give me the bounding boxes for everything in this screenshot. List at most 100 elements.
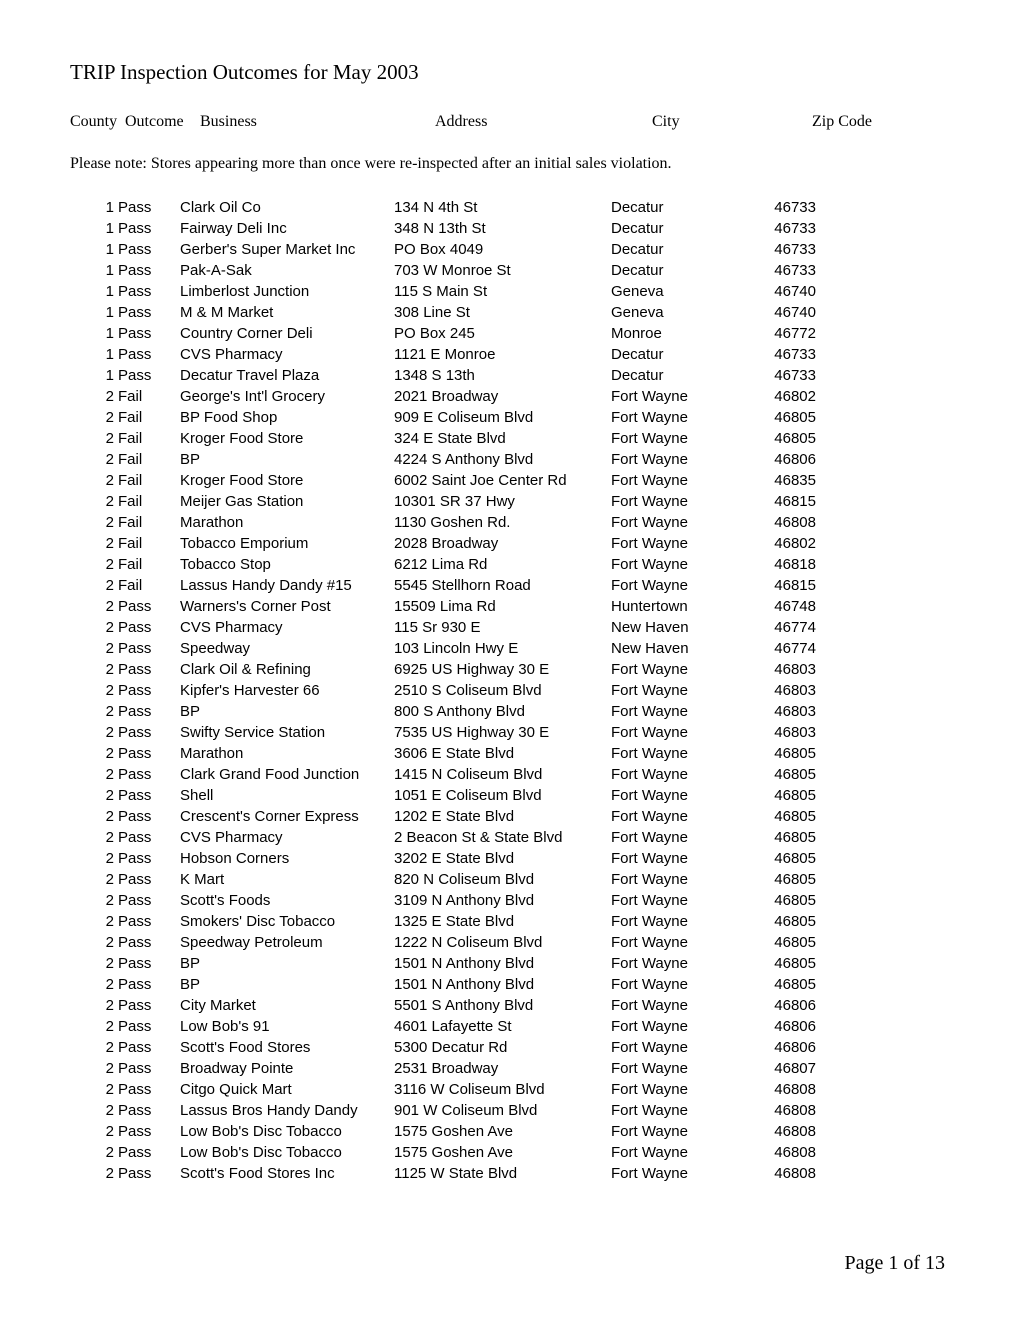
cell-address: 2028 Broadway bbox=[394, 533, 611, 554]
cell-city: Geneva bbox=[611, 302, 746, 323]
cell-county: 2 bbox=[70, 764, 118, 785]
table-row: 2PassScott's Food Stores5300 Decatur RdF… bbox=[70, 1037, 950, 1058]
cell-zip: 46806 bbox=[746, 449, 816, 470]
cell-address: 115 S Main St bbox=[394, 281, 611, 302]
cell-business: Limberlost Junction bbox=[180, 281, 394, 302]
cell-business: Gerber's Super Market Inc bbox=[180, 239, 394, 260]
cell-county: 1 bbox=[70, 218, 118, 239]
cell-city: Fort Wayne bbox=[611, 533, 746, 554]
cell-business: Swifty Service Station bbox=[180, 722, 394, 743]
cell-business: Scott's Foods bbox=[180, 890, 394, 911]
cell-outcome: Pass bbox=[118, 239, 180, 260]
table-row: 2PassCrescent's Corner Express1202 E Sta… bbox=[70, 806, 950, 827]
cell-business: CVS Pharmacy bbox=[180, 617, 394, 638]
cell-county: 2 bbox=[70, 1163, 118, 1184]
cell-address: 5545 Stellhorn Road bbox=[394, 575, 611, 596]
cell-county: 2 bbox=[70, 617, 118, 638]
cell-business: Country Corner Deli bbox=[180, 323, 394, 344]
table-row: 2FailMarathon1130 Goshen Rd.Fort Wayne46… bbox=[70, 512, 950, 533]
cell-county: 2 bbox=[70, 1121, 118, 1142]
cell-county: 2 bbox=[70, 1037, 118, 1058]
cell-city: Fort Wayne bbox=[611, 1058, 746, 1079]
table-row: 2PassSmokers' Disc Tobacco1325 E State B… bbox=[70, 911, 950, 932]
cell-outcome: Pass bbox=[118, 365, 180, 386]
table-row: 2PassLow Bob's Disc Tobacco1575 Goshen A… bbox=[70, 1121, 950, 1142]
cell-outcome: Pass bbox=[118, 995, 180, 1016]
cell-address: 820 N Coliseum Blvd bbox=[394, 869, 611, 890]
cell-outcome: Fail bbox=[118, 449, 180, 470]
cell-outcome: Fail bbox=[118, 428, 180, 449]
cell-city: Fort Wayne bbox=[611, 659, 746, 680]
cell-county: 1 bbox=[70, 344, 118, 365]
cell-county: 2 bbox=[70, 386, 118, 407]
table-row: 1PassM & M Market308 Line StGeneva46740 bbox=[70, 302, 950, 323]
cell-address: PO Box 245 bbox=[394, 323, 611, 344]
cell-outcome: Pass bbox=[118, 197, 180, 218]
cell-business: Speedway bbox=[180, 638, 394, 659]
cell-business: Scott's Food Stores bbox=[180, 1037, 394, 1058]
table-row: 2FailLassus Handy Dandy #155545 Stellhor… bbox=[70, 575, 950, 596]
table-row: 2PassMarathon3606 E State BlvdFort Wayne… bbox=[70, 743, 950, 764]
cell-outcome: Pass bbox=[118, 848, 180, 869]
cell-city: Fort Wayne bbox=[611, 995, 746, 1016]
table-row: 2PassScott's Foods3109 N Anthony BlvdFor… bbox=[70, 890, 950, 911]
cell-city: Fort Wayne bbox=[611, 449, 746, 470]
cell-zip: 46803 bbox=[746, 680, 816, 701]
cell-address: 3606 E State Blvd bbox=[394, 743, 611, 764]
cell-zip: 46802 bbox=[746, 386, 816, 407]
cell-business: Low Bob's Disc Tobacco bbox=[180, 1121, 394, 1142]
cell-outcome: Pass bbox=[118, 701, 180, 722]
cell-county: 2 bbox=[70, 554, 118, 575]
table-row: 1PassGerber's Super Market IncPO Box 404… bbox=[70, 239, 950, 260]
cell-business: Speedway Petroleum bbox=[180, 932, 394, 953]
cell-county: 2 bbox=[70, 995, 118, 1016]
cell-zip: 46774 bbox=[746, 617, 816, 638]
cell-zip: 46805 bbox=[746, 743, 816, 764]
table-row: 2PassWarners's Corner Post15509 Lima RdH… bbox=[70, 596, 950, 617]
cell-zip: 46808 bbox=[746, 1163, 816, 1184]
cell-county: 2 bbox=[70, 953, 118, 974]
cell-county: 2 bbox=[70, 680, 118, 701]
cell-address: 348 N 13th St bbox=[394, 218, 611, 239]
table-row: 2FailTobacco Emporium2028 BroadwayFort W… bbox=[70, 533, 950, 554]
table-row: 2PassCVS Pharmacy115 Sr 930 ENew Haven46… bbox=[70, 617, 950, 638]
cell-address: 3202 E State Blvd bbox=[394, 848, 611, 869]
table-row: 1PassClark Oil Co134 N 4th StDecatur4673… bbox=[70, 197, 950, 218]
cell-city: Fort Wayne bbox=[611, 428, 746, 449]
cell-city: Fort Wayne bbox=[611, 407, 746, 428]
cell-address: 5300 Decatur Rd bbox=[394, 1037, 611, 1058]
cell-county: 2 bbox=[70, 491, 118, 512]
cell-outcome: Pass bbox=[118, 1079, 180, 1100]
cell-city: Fort Wayne bbox=[611, 974, 746, 995]
cell-outcome: Pass bbox=[118, 1016, 180, 1037]
cell-address: 10301 SR 37 Hwy bbox=[394, 491, 611, 512]
cell-business: BP bbox=[180, 449, 394, 470]
cell-city: Fort Wayne bbox=[611, 1016, 746, 1037]
cell-city: Decatur bbox=[611, 239, 746, 260]
table-row: 2PassScott's Food Stores Inc1125 W State… bbox=[70, 1163, 950, 1184]
cell-zip: 46805 bbox=[746, 407, 816, 428]
table-row: 2FailBP Food Shop909 E Coliseum BlvdFort… bbox=[70, 407, 950, 428]
cell-county: 2 bbox=[70, 512, 118, 533]
table-row: 2PassSpeedway Petroleum1222 N Coliseum B… bbox=[70, 932, 950, 953]
cell-city: Fort Wayne bbox=[611, 491, 746, 512]
cell-address: 4224 S Anthony Blvd bbox=[394, 449, 611, 470]
cell-outcome: Pass bbox=[118, 659, 180, 680]
cell-address: 2510 S Coliseum Blvd bbox=[394, 680, 611, 701]
column-headers: County Outcome Business Address City Zip… bbox=[70, 113, 950, 131]
cell-address: 800 S Anthony Blvd bbox=[394, 701, 611, 722]
cell-county: 1 bbox=[70, 323, 118, 344]
cell-outcome: Pass bbox=[118, 806, 180, 827]
cell-zip: 46805 bbox=[746, 953, 816, 974]
cell-city: Geneva bbox=[611, 281, 746, 302]
cell-county: 2 bbox=[70, 911, 118, 932]
cell-business: CVS Pharmacy bbox=[180, 344, 394, 365]
cell-address: 909 E Coliseum Blvd bbox=[394, 407, 611, 428]
cell-business: George's Int'l Grocery bbox=[180, 386, 394, 407]
cell-outcome: Pass bbox=[118, 260, 180, 281]
cell-city: Fort Wayne bbox=[611, 1100, 746, 1121]
cell-address: 2531 Broadway bbox=[394, 1058, 611, 1079]
cell-city: New Haven bbox=[611, 638, 746, 659]
cell-zip: 46808 bbox=[746, 1079, 816, 1100]
cell-county: 1 bbox=[70, 302, 118, 323]
